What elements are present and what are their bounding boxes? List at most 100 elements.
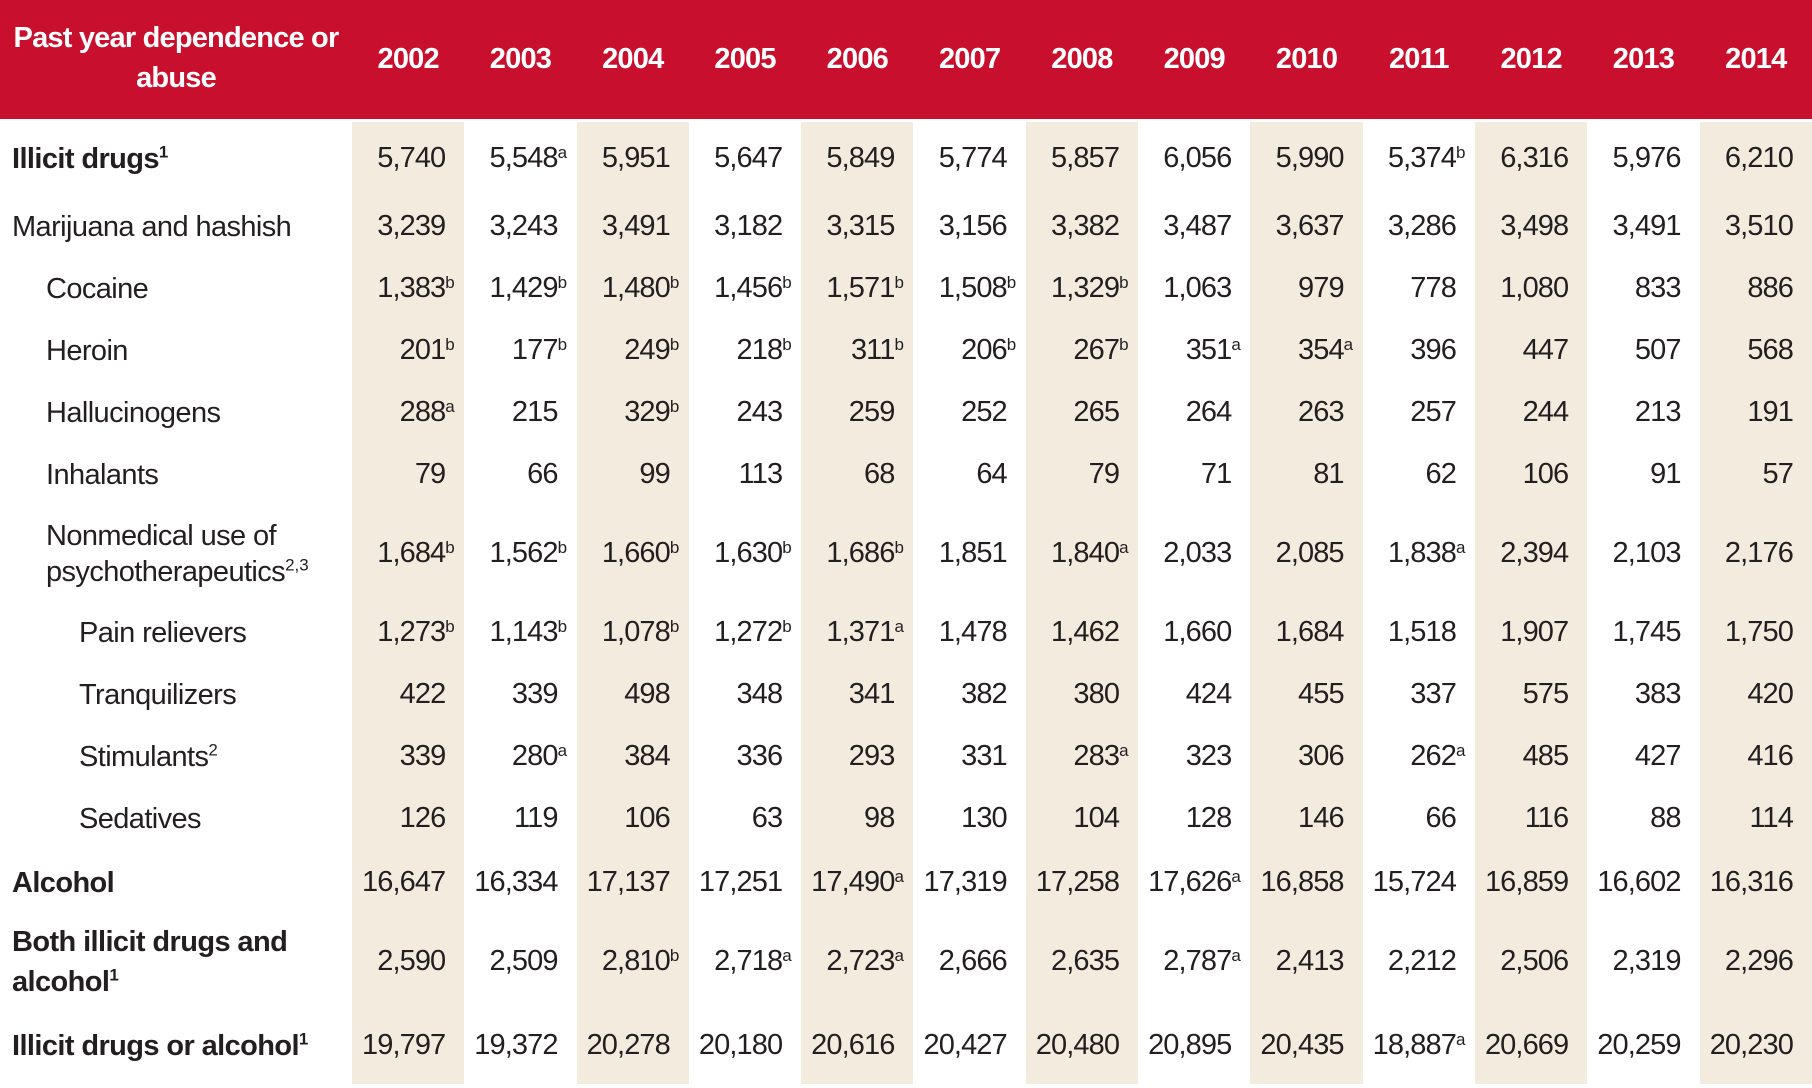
value: 341 [848, 678, 896, 710]
year-header-2011: 2011 [1362, 0, 1475, 122]
value: 16,859 [1484, 866, 1569, 898]
value-cell-2011: 62 [1363, 444, 1475, 506]
value-cell-2006: 98 [801, 787, 914, 850]
value-cell-2008: 2,635 [1025, 915, 1139, 1008]
value-cell-2002: 79 [352, 443, 465, 506]
value: 206 [961, 334, 1008, 366]
value-cell-2012: 3,498 [1474, 195, 1588, 258]
value: 1,684 [377, 537, 446, 569]
value-cell-2009: 1,063 [1138, 258, 1250, 320]
value-cell-2004: 99 [576, 443, 689, 506]
significance-marker: b [669, 397, 680, 416]
value-cell-2007: 3,156 [913, 196, 1025, 258]
significance-marker: b [782, 617, 792, 636]
value: 1,684 [1275, 616, 1345, 648]
value: 1,630 [714, 537, 783, 569]
value-cell-2007: 20,427 [913, 1008, 1025, 1084]
value-cell-2014: 114 [1699, 787, 1812, 850]
significance-marker: b [1006, 335, 1017, 354]
value: 1,272 [714, 616, 783, 648]
year-header-2009: 2009 [1138, 0, 1251, 122]
table-row: Marijuana and hashish 3,239 3,243 3,491 3,18… [0, 195, 1812, 258]
value: 113 [738, 458, 783, 490]
value-cell-2013: 91 [1587, 444, 1699, 506]
significance-marker: b [669, 538, 680, 557]
value-cell-2014: 3,510 [1699, 195, 1812, 258]
row-label: Heroin [0, 320, 352, 382]
value: 1,686 [826, 537, 895, 569]
value: 3,243 [489, 210, 559, 242]
value: 1,660 [1163, 616, 1232, 648]
significance-marker: a [1455, 1030, 1466, 1049]
value: 1,745 [1612, 616, 1681, 648]
value-cell-2008: 265 [1025, 381, 1139, 444]
value: 1,478 [938, 616, 1008, 648]
year-header-2007: 2007 [913, 0, 1026, 122]
year-header-2008: 2008 [1025, 0, 1139, 122]
value-cell-2011: 257 [1363, 382, 1475, 444]
value-cell-2012: 116 [1474, 787, 1588, 850]
value: 5,857 [1051, 142, 1120, 175]
value-cell-2003: 19,372 [464, 1008, 576, 1084]
value: 81 [1313, 458, 1344, 490]
value-cell-2007: 252 [913, 382, 1025, 444]
value-cell-2006: 3,315 [801, 195, 914, 258]
year-header-2002: 2002 [352, 0, 465, 122]
value: 383 [1634, 678, 1682, 710]
row-label: Illicit drugs1 [0, 121, 352, 196]
value-cell-2010: 354a [1250, 319, 1363, 382]
value-cell-2004: 2,810b [576, 915, 689, 1008]
value-cell-2004: 3,491 [576, 195, 689, 258]
row-label: Tranquilizers [0, 664, 352, 726]
year-header-2014: 2014 [1699, 0, 1812, 122]
value-cell-2005: 3,182 [689, 196, 801, 258]
value: 2,718 [714, 945, 783, 977]
value-cell-2013: 20,259 [1587, 1008, 1699, 1084]
value-cell-2006: 20,616 [801, 1007, 914, 1084]
value-cell-2009: 2,787a [1138, 916, 1250, 1008]
value: 57 [1762, 458, 1794, 490]
value: 20,259 [1597, 1029, 1681, 1061]
value: 498 [624, 678, 671, 710]
table-row: Cocaine 1,383b 1,429b 1,480b 1,456b 1,571b 1,5… [0, 257, 1812, 320]
value: 1,063 [1163, 272, 1232, 304]
value-cell-2009: 17,626a [1138, 850, 1250, 916]
value-cell-2013: 5,976 [1587, 121, 1699, 196]
value-cell-2003: 66 [464, 444, 576, 506]
value: 252 [961, 396, 1008, 428]
significance-marker: b [894, 273, 904, 292]
value-cell-2005: 336 [689, 726, 801, 788]
value-cell-2004: 1,480b [576, 257, 689, 320]
value-cell-2006: 68 [801, 443, 914, 506]
value: 329 [624, 396, 671, 428]
value: 5,990 [1275, 142, 1345, 175]
significance-marker: b [1119, 335, 1129, 354]
row-label: Sedatives [0, 788, 352, 850]
value: 91 [1650, 458, 1681, 490]
significance-marker: b [445, 617, 455, 636]
significance-marker: b [557, 538, 568, 557]
significance-marker: b [445, 273, 455, 292]
value: 331 [961, 740, 1008, 772]
row-label-text: Inhalants [46, 458, 159, 491]
significance-marker: b [557, 617, 568, 636]
value-cell-2010: 455 [1250, 663, 1363, 726]
value: 259 [848, 396, 896, 428]
value: 128 [1185, 802, 1233, 834]
value: 213 [1634, 396, 1682, 428]
value: 3,498 [1500, 210, 1569, 242]
value-cell-2012: 1,907 [1474, 601, 1588, 664]
value-cell-2011: 3,286 [1363, 196, 1475, 258]
value: 336 [736, 740, 784, 772]
value-cell-2002: 126 [352, 787, 465, 850]
significance-marker: b [669, 946, 680, 965]
value-cell-2004: 106 [576, 787, 689, 850]
table-row: Inhalants 79 66 99 113 68 64 79 71 81 62 106 91 57 [0, 443, 1812, 506]
row-label-text: Both illicit drugs and alcohol [12, 925, 288, 998]
value: 293 [848, 740, 896, 772]
value: 20,180 [698, 1029, 783, 1061]
value: 427 [1634, 740, 1682, 772]
value-cell-2004: 1,660b [576, 505, 689, 602]
value: 2,666 [938, 945, 1008, 977]
